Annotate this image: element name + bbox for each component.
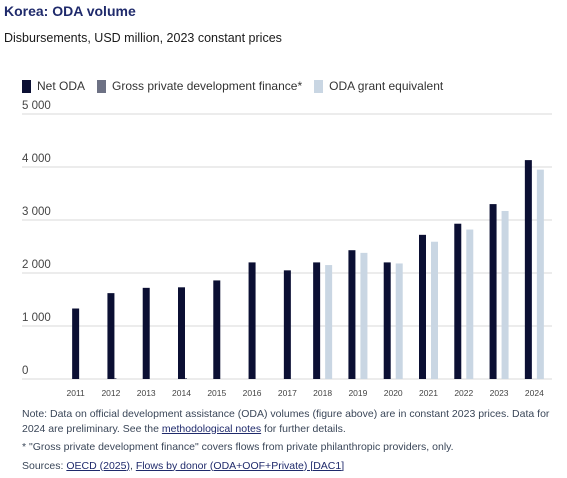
note-text: Note: Data on official development assis… bbox=[22, 408, 550, 435]
legend-item-net-oda[interactable]: Net ODA bbox=[22, 79, 85, 93]
y-tick-label: 0 bbox=[22, 365, 28, 377]
x-tick-label: 2014 bbox=[172, 388, 191, 398]
x-tick-label: 2023 bbox=[490, 388, 509, 398]
bar-net-oda bbox=[419, 234, 426, 379]
footnotes: Note: Data on official development assis… bbox=[22, 407, 562, 477]
bar-net-oda bbox=[348, 250, 356, 379]
x-tick-label: 2013 bbox=[137, 388, 156, 398]
legend-swatch-gross-private bbox=[97, 79, 107, 93]
legend-label-gross-private: Gross private development finance* bbox=[112, 79, 303, 93]
x-tick-label: 2016 bbox=[243, 388, 262, 398]
legend-swatch-grant-equivalent bbox=[314, 79, 324, 93]
legend: Net ODA Gross private development financ… bbox=[22, 79, 455, 93]
bar-grant-equivalent bbox=[466, 229, 474, 379]
legend-item-grant-equivalent[interactable]: ODA grant equivalent bbox=[314, 79, 443, 93]
bar-net-oda bbox=[213, 280, 221, 379]
bar-grant-equivalent bbox=[501, 210, 509, 379]
x-tick-label: 2019 bbox=[348, 388, 367, 398]
bar-net-oda bbox=[142, 287, 150, 379]
bar-grant-equivalent bbox=[360, 252, 368, 379]
bar-grant-equivalent bbox=[325, 265, 333, 379]
x-tick-label: 2015 bbox=[207, 388, 226, 398]
sources: Sources: OECD (2025), Flows by donor (OD… bbox=[22, 459, 562, 474]
bar-net-oda bbox=[383, 262, 391, 379]
legend-label-grant-equivalent: ODA grant equivalent bbox=[329, 79, 444, 93]
note-text-end: for further details. bbox=[261, 422, 346, 435]
bar-net-oda bbox=[313, 262, 321, 379]
x-tick-label: 2021 bbox=[419, 388, 438, 398]
y-tick-label: 4 000 bbox=[22, 153, 51, 165]
legend-label-net-oda: Net ODA bbox=[37, 79, 86, 93]
bar-grant-equivalent bbox=[431, 241, 438, 379]
x-tick-label: 2024 bbox=[525, 388, 544, 398]
x-tick-label: 2011 bbox=[67, 388, 86, 398]
x-tick-label: 2022 bbox=[454, 388, 473, 398]
source-oecd-link[interactable]: OECD (2025) bbox=[66, 459, 130, 472]
note-private-finance: * "Gross private development finance" co… bbox=[22, 441, 454, 453]
methodological-notes-link[interactable]: methodological notes bbox=[161, 422, 262, 435]
legend-swatch-net-oda bbox=[22, 79, 31, 93]
source-dac1-link[interactable]: Flows by donor (ODA+OOF+Private) [DAC1] bbox=[135, 459, 345, 472]
y-tick-label: 5 000 bbox=[22, 100, 51, 112]
note-methodology: Note: Data on official development assis… bbox=[22, 407, 562, 436]
bar-grant-equivalent bbox=[536, 169, 544, 379]
x-tick-label: 2018 bbox=[313, 388, 332, 398]
bar-grant-equivalent bbox=[395, 263, 403, 379]
bar-chart: 0 1 000 2 000 3 000 4 000 5 000 2011 2012 2013 20… bbox=[22, 100, 552, 398]
bar-net-oda bbox=[248, 262, 256, 379]
bar-net-oda bbox=[72, 308, 80, 379]
bar-gross-private bbox=[185, 378, 187, 379]
bar-net-oda bbox=[454, 223, 462, 379]
x-tick-label: 2020 bbox=[384, 388, 403, 398]
bar-net-oda bbox=[524, 160, 532, 379]
bar-net-oda bbox=[489, 204, 497, 379]
y-tick-label: 2 000 bbox=[22, 259, 51, 271]
bar-net-oda bbox=[107, 293, 115, 379]
bar-net-oda bbox=[178, 287, 185, 379]
x-tick-label: 2017 bbox=[278, 388, 297, 398]
sources-separator: , bbox=[129, 459, 136, 472]
sources-label: Sources: bbox=[22, 459, 67, 472]
chart-title: Korea: ODA volume bbox=[4, 3, 136, 19]
bar-gross-private bbox=[114, 378, 117, 379]
bar-net-oda bbox=[283, 270, 291, 379]
x-tick-label: 2012 bbox=[101, 388, 120, 398]
legend-item-gross-private[interactable]: Gross private development finance* bbox=[97, 79, 302, 93]
y-tick-label: 1 000 bbox=[22, 312, 51, 324]
y-tick-label: 3 000 bbox=[22, 206, 51, 218]
chart-subtitle: Disbursements, USD million, 2023 constan… bbox=[4, 31, 282, 45]
